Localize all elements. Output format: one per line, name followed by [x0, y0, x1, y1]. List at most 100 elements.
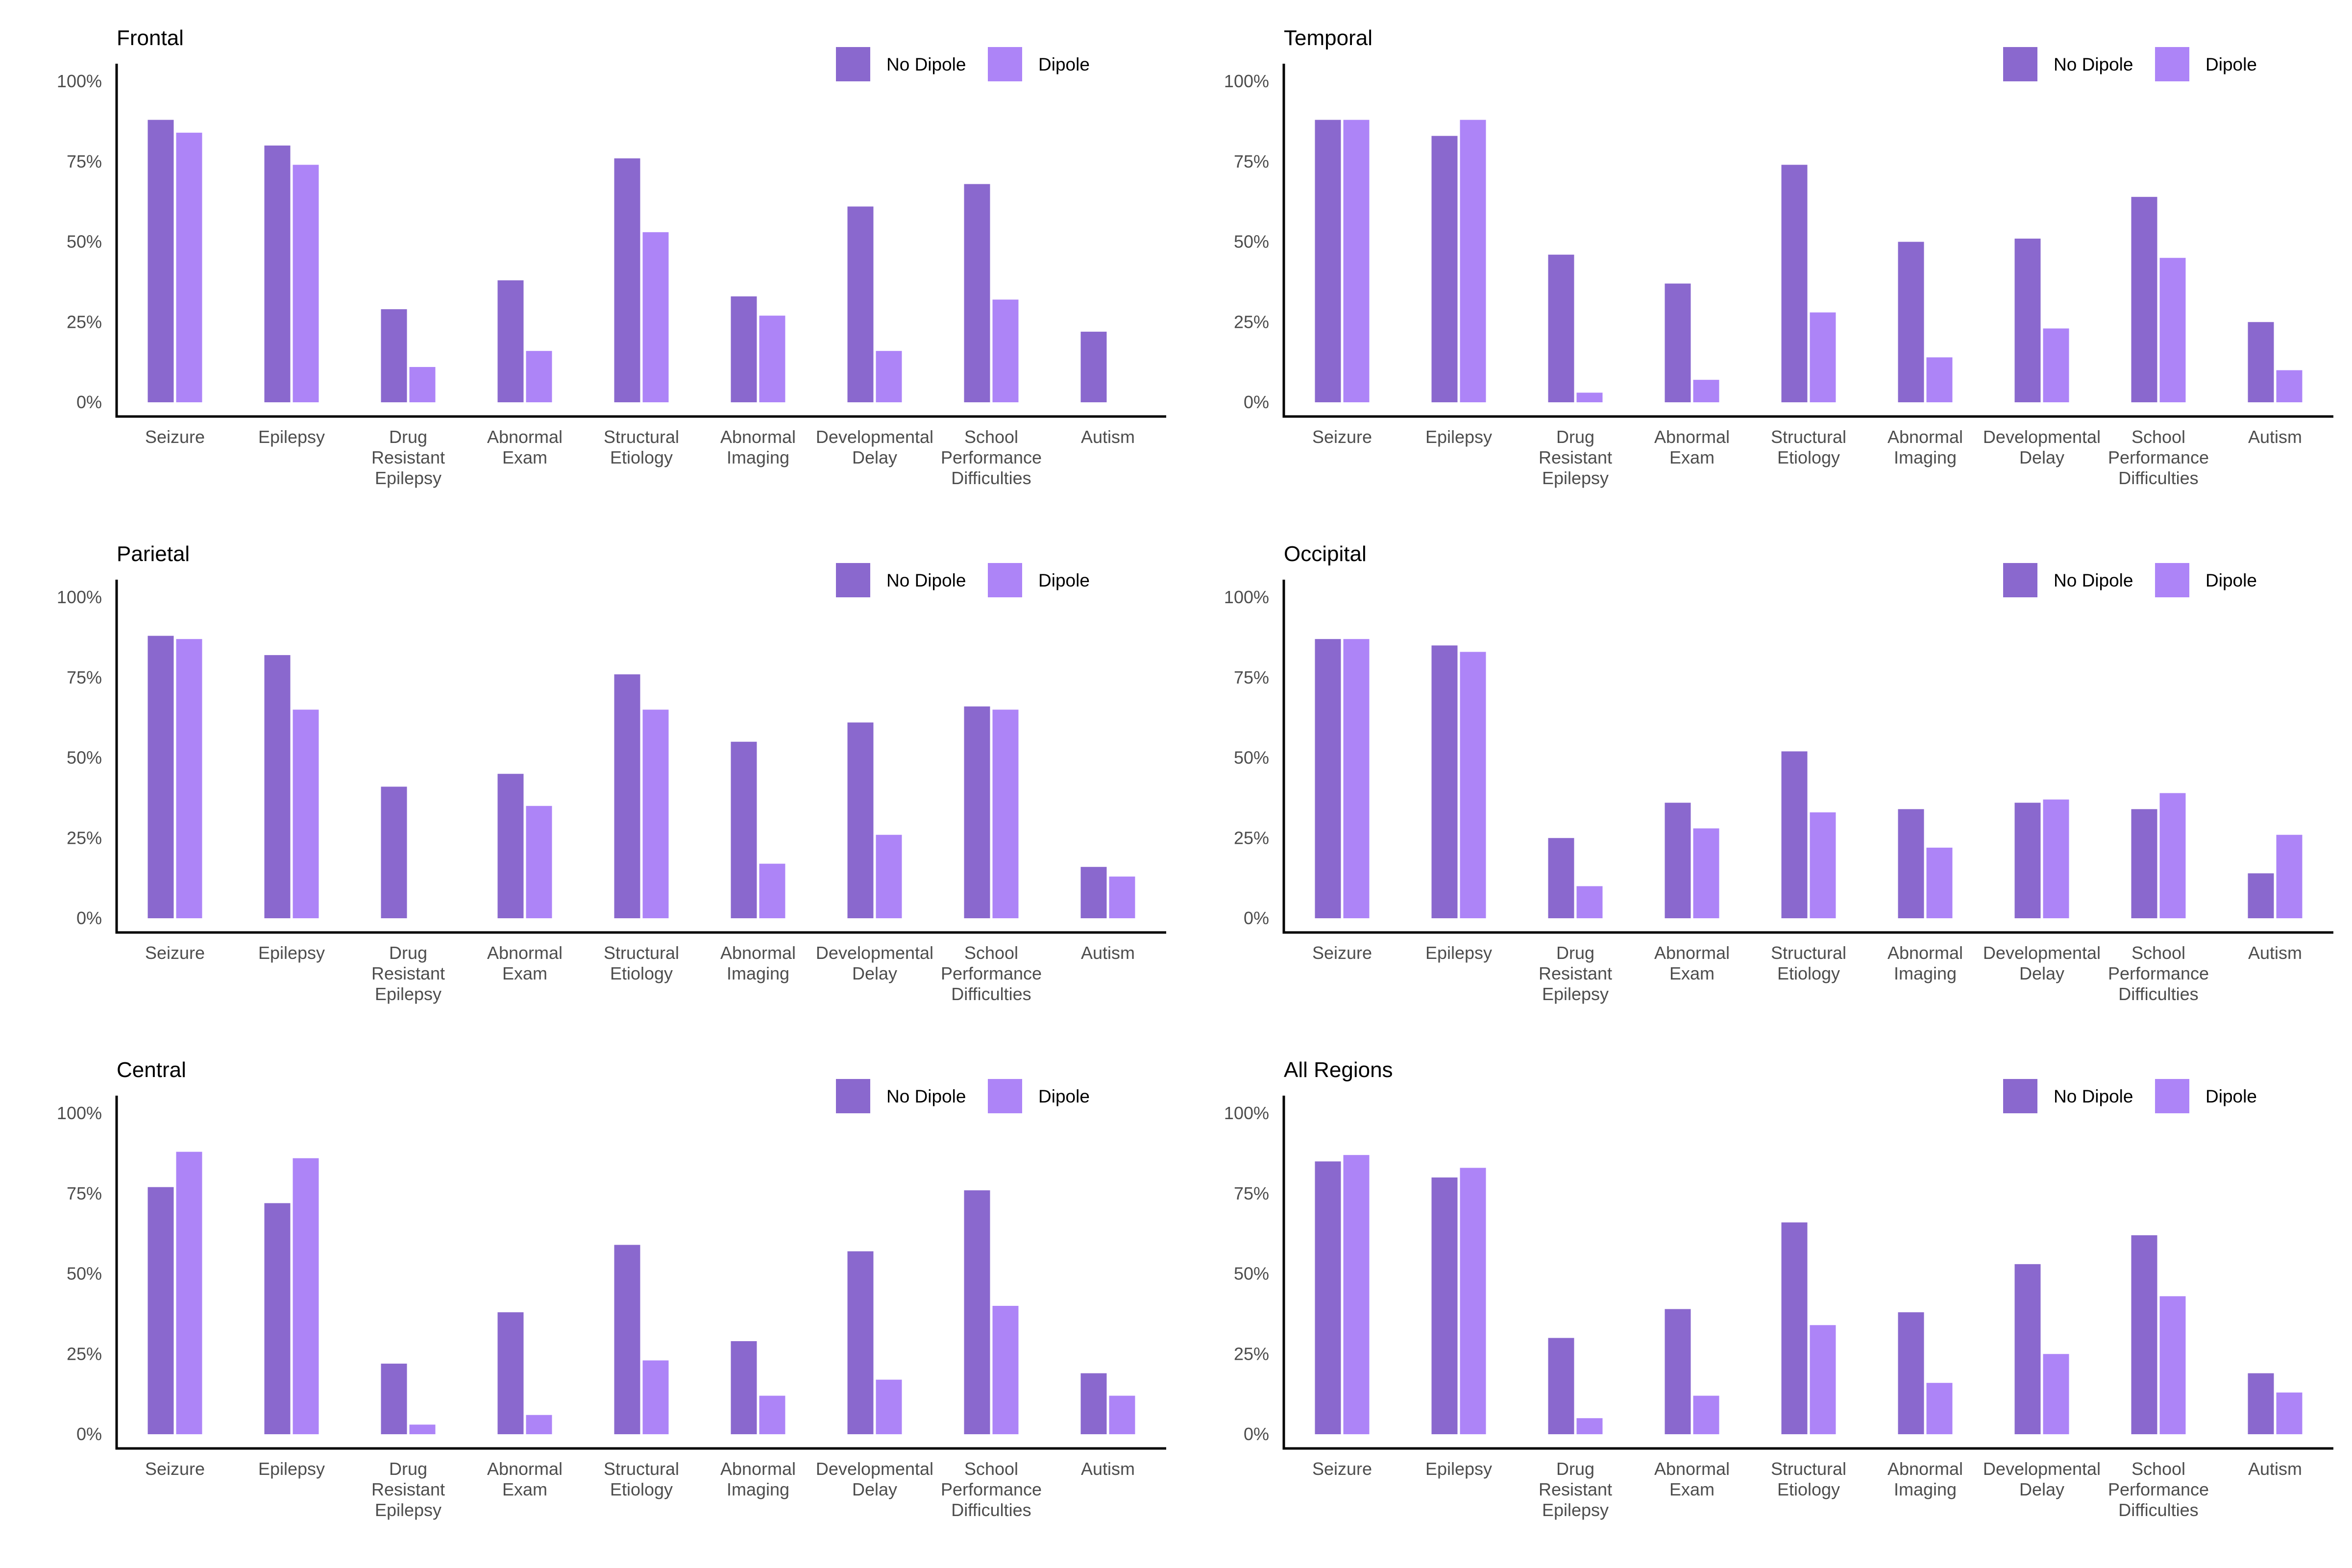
bar-no-dipole-abnormal-exam	[1665, 1309, 1691, 1434]
legend-swatch-no-dipole	[2003, 1079, 2037, 1113]
x-tick-label-autism: Autism	[2248, 1459, 2302, 1479]
bar-no-dipole-drug-resistant-epilepsy	[381, 786, 407, 918]
x-tick-label-abnormal-imaging: Abnormal Imaging	[1887, 943, 1963, 983]
y-tick-label: 0%	[1244, 392, 1269, 412]
x-tick-label-epilepsy: Epilepsy	[258, 1459, 325, 1479]
bar-dipole-drug-resistant-epilepsy	[1576, 392, 1603, 402]
bar-dipole-developmental-delay	[876, 1379, 902, 1434]
y-tick-label: 100%	[1224, 71, 1269, 91]
y-tick-label: 50%	[67, 232, 102, 252]
bar-no-dipole-developmental-delay	[847, 206, 874, 402]
bar-dipole-autism	[2276, 834, 2303, 918]
x-tick-label-structural-etiology: Structural Etiology	[604, 943, 679, 983]
x-tick-label-structural-etiology: Structural Etiology	[604, 1459, 679, 1499]
bar-dipole-abnormal-exam	[526, 351, 552, 402]
x-tick-label-autism: Autism	[1081, 1459, 1135, 1479]
bar-no-dipole-autism	[2248, 873, 2274, 918]
bar-no-dipole-structural-etiology	[1781, 1222, 1808, 1434]
legend-swatch-dipole	[2155, 47, 2189, 81]
y-tick-label: 25%	[67, 312, 102, 332]
x-tick-label-developmental-delay: Developmental Delay	[1983, 943, 2101, 983]
x-tick-label-abnormal-exam: Abnormal Exam	[1654, 943, 1730, 983]
panel-temporal: Temporal No Dipole Dipole 0% 25% 50% 75% 100% Se…	[1224, 26, 2333, 488]
legend-label-no-dipole: No Dipole	[886, 54, 966, 74]
panel-title: All Regions	[1284, 1058, 1393, 1082]
bar-dipole-school-performance-difficulties	[2159, 1296, 2186, 1434]
bar-dipole-drug-resistant-epilepsy	[409, 1424, 436, 1434]
bar-no-dipole-abnormal-exam	[1665, 283, 1691, 402]
bar-dipole-epilepsy	[293, 165, 319, 402]
y-tick-label: 0%	[1244, 908, 1269, 928]
bar-no-dipole-school-performance-difficulties	[964, 1190, 990, 1434]
legend-label-dipole: Dipole	[2205, 1086, 2257, 1106]
bar-no-dipole-abnormal-imaging	[731, 296, 757, 402]
bar-dipole-epilepsy	[1460, 120, 1486, 403]
legend-label-no-dipole: No Dipole	[2054, 54, 2133, 74]
y-tick-label: 25%	[67, 1344, 102, 1364]
bar-no-dipole-abnormal-imaging	[1898, 242, 1924, 402]
legend-swatch-dipole	[988, 1079, 1022, 1113]
bar-dipole-abnormal-exam	[1693, 1396, 1719, 1434]
x-tick-label-developmental-delay: Developmental Delay	[816, 943, 933, 983]
bar-dipole-abnormal-exam	[526, 1415, 552, 1434]
bar-no-dipole-abnormal-imaging	[1898, 1312, 1924, 1434]
y-tick-label: 50%	[67, 748, 102, 768]
bar-dipole-autism	[2276, 370, 2303, 402]
bar-no-dipole-school-performance-difficulties	[2131, 196, 2157, 402]
x-tick-label-seizure: Seizure	[1312, 427, 1372, 447]
x-tick-label-school-performance-difficulties: School Performance Difficulties	[941, 427, 1042, 488]
legend-label-no-dipole: No Dipole	[2054, 1086, 2133, 1106]
bar-no-dipole-abnormal-imaging	[1898, 809, 1924, 918]
x-tick-label-abnormal-exam: Abnormal Exam	[487, 943, 563, 983]
x-tick-label-seizure: Seizure	[145, 943, 205, 963]
bar-no-dipole-structural-etiology	[1781, 751, 1808, 918]
bar-dipole-abnormal-exam	[1693, 828, 1719, 918]
bar-no-dipole-developmental-delay	[2014, 803, 2041, 918]
x-tick-label-developmental-delay: Developmental Delay	[816, 1459, 933, 1499]
y-tick-label: 0%	[76, 908, 102, 928]
x-tick-label-abnormal-imaging: Abnormal Imaging	[1887, 427, 1963, 467]
bar-no-dipole-drug-resistant-epilepsy	[1548, 1338, 1574, 1434]
x-tick-label-abnormal-exam: Abnormal Exam	[487, 1459, 563, 1499]
bar-dipole-structural-etiology	[1810, 312, 1836, 402]
legend-label-dipole: Dipole	[2205, 54, 2257, 74]
bar-no-dipole-epilepsy	[264, 655, 291, 918]
bar-no-dipole-abnormal-exam	[1665, 803, 1691, 918]
bar-no-dipole-epilepsy	[1431, 136, 1458, 403]
bar-dipole-abnormal-exam	[1693, 380, 1719, 402]
bar-dipole-abnormal-imaging	[759, 863, 785, 918]
y-tick-label: 75%	[67, 667, 102, 687]
y-tick-label: 25%	[1234, 828, 1269, 848]
bar-no-dipole-seizure	[147, 636, 174, 918]
panel-occipital: Occipital No Dipole Dipole 0% 25% 50% 75% 100% S…	[1224, 542, 2333, 1004]
panel-central: Central No Dipole Dipole 0% 25% 50% 75% 100% Sei…	[57, 1058, 1166, 1520]
legend-label-dipole: Dipole	[1038, 54, 1090, 74]
bar-dipole-structural-etiology	[642, 232, 669, 402]
bar-no-dipole-structural-etiology	[1781, 165, 1808, 402]
bar-no-dipole-abnormal-imaging	[731, 1341, 757, 1434]
bar-no-dipole-epilepsy	[1431, 1177, 1458, 1434]
bar-no-dipole-structural-etiology	[614, 158, 640, 402]
bar-no-dipole-drug-resistant-epilepsy	[381, 309, 407, 402]
x-tick-label-developmental-delay: Developmental Delay	[1983, 427, 2101, 467]
y-tick-label: 100%	[57, 587, 102, 607]
x-tick-label-school-performance-difficulties: School Performance Difficulties	[2108, 427, 2209, 488]
legend-label-no-dipole: No Dipole	[886, 1086, 966, 1106]
bar-dipole-epilepsy	[1460, 652, 1486, 918]
bar-dipole-drug-resistant-epilepsy	[1576, 1418, 1603, 1434]
y-tick-label: 75%	[67, 1183, 102, 1203]
bar-dipole-abnormal-imaging	[1926, 357, 1953, 402]
x-tick-label-structural-etiology: Structural Etiology	[1771, 1459, 1846, 1499]
y-tick-label: 100%	[1224, 1103, 1269, 1123]
x-tick-label-developmental-delay: Developmental Delay	[816, 427, 933, 467]
bar-no-dipole-epilepsy	[264, 1203, 291, 1434]
bar-no-dipole-seizure	[1315, 1161, 1341, 1434]
bar-dipole-seizure	[176, 132, 202, 402]
x-tick-label-abnormal-imaging: Abnormal Imaging	[720, 1459, 796, 1499]
x-tick-label-autism: Autism	[1081, 943, 1135, 963]
x-tick-label-abnormal-imaging: Abnormal Imaging	[720, 427, 796, 467]
x-tick-label-school-performance-difficulties: School Performance Difficulties	[2108, 943, 2209, 1004]
bar-no-dipole-abnormal-exam	[497, 774, 524, 918]
y-tick-label: 75%	[1234, 1183, 1269, 1203]
